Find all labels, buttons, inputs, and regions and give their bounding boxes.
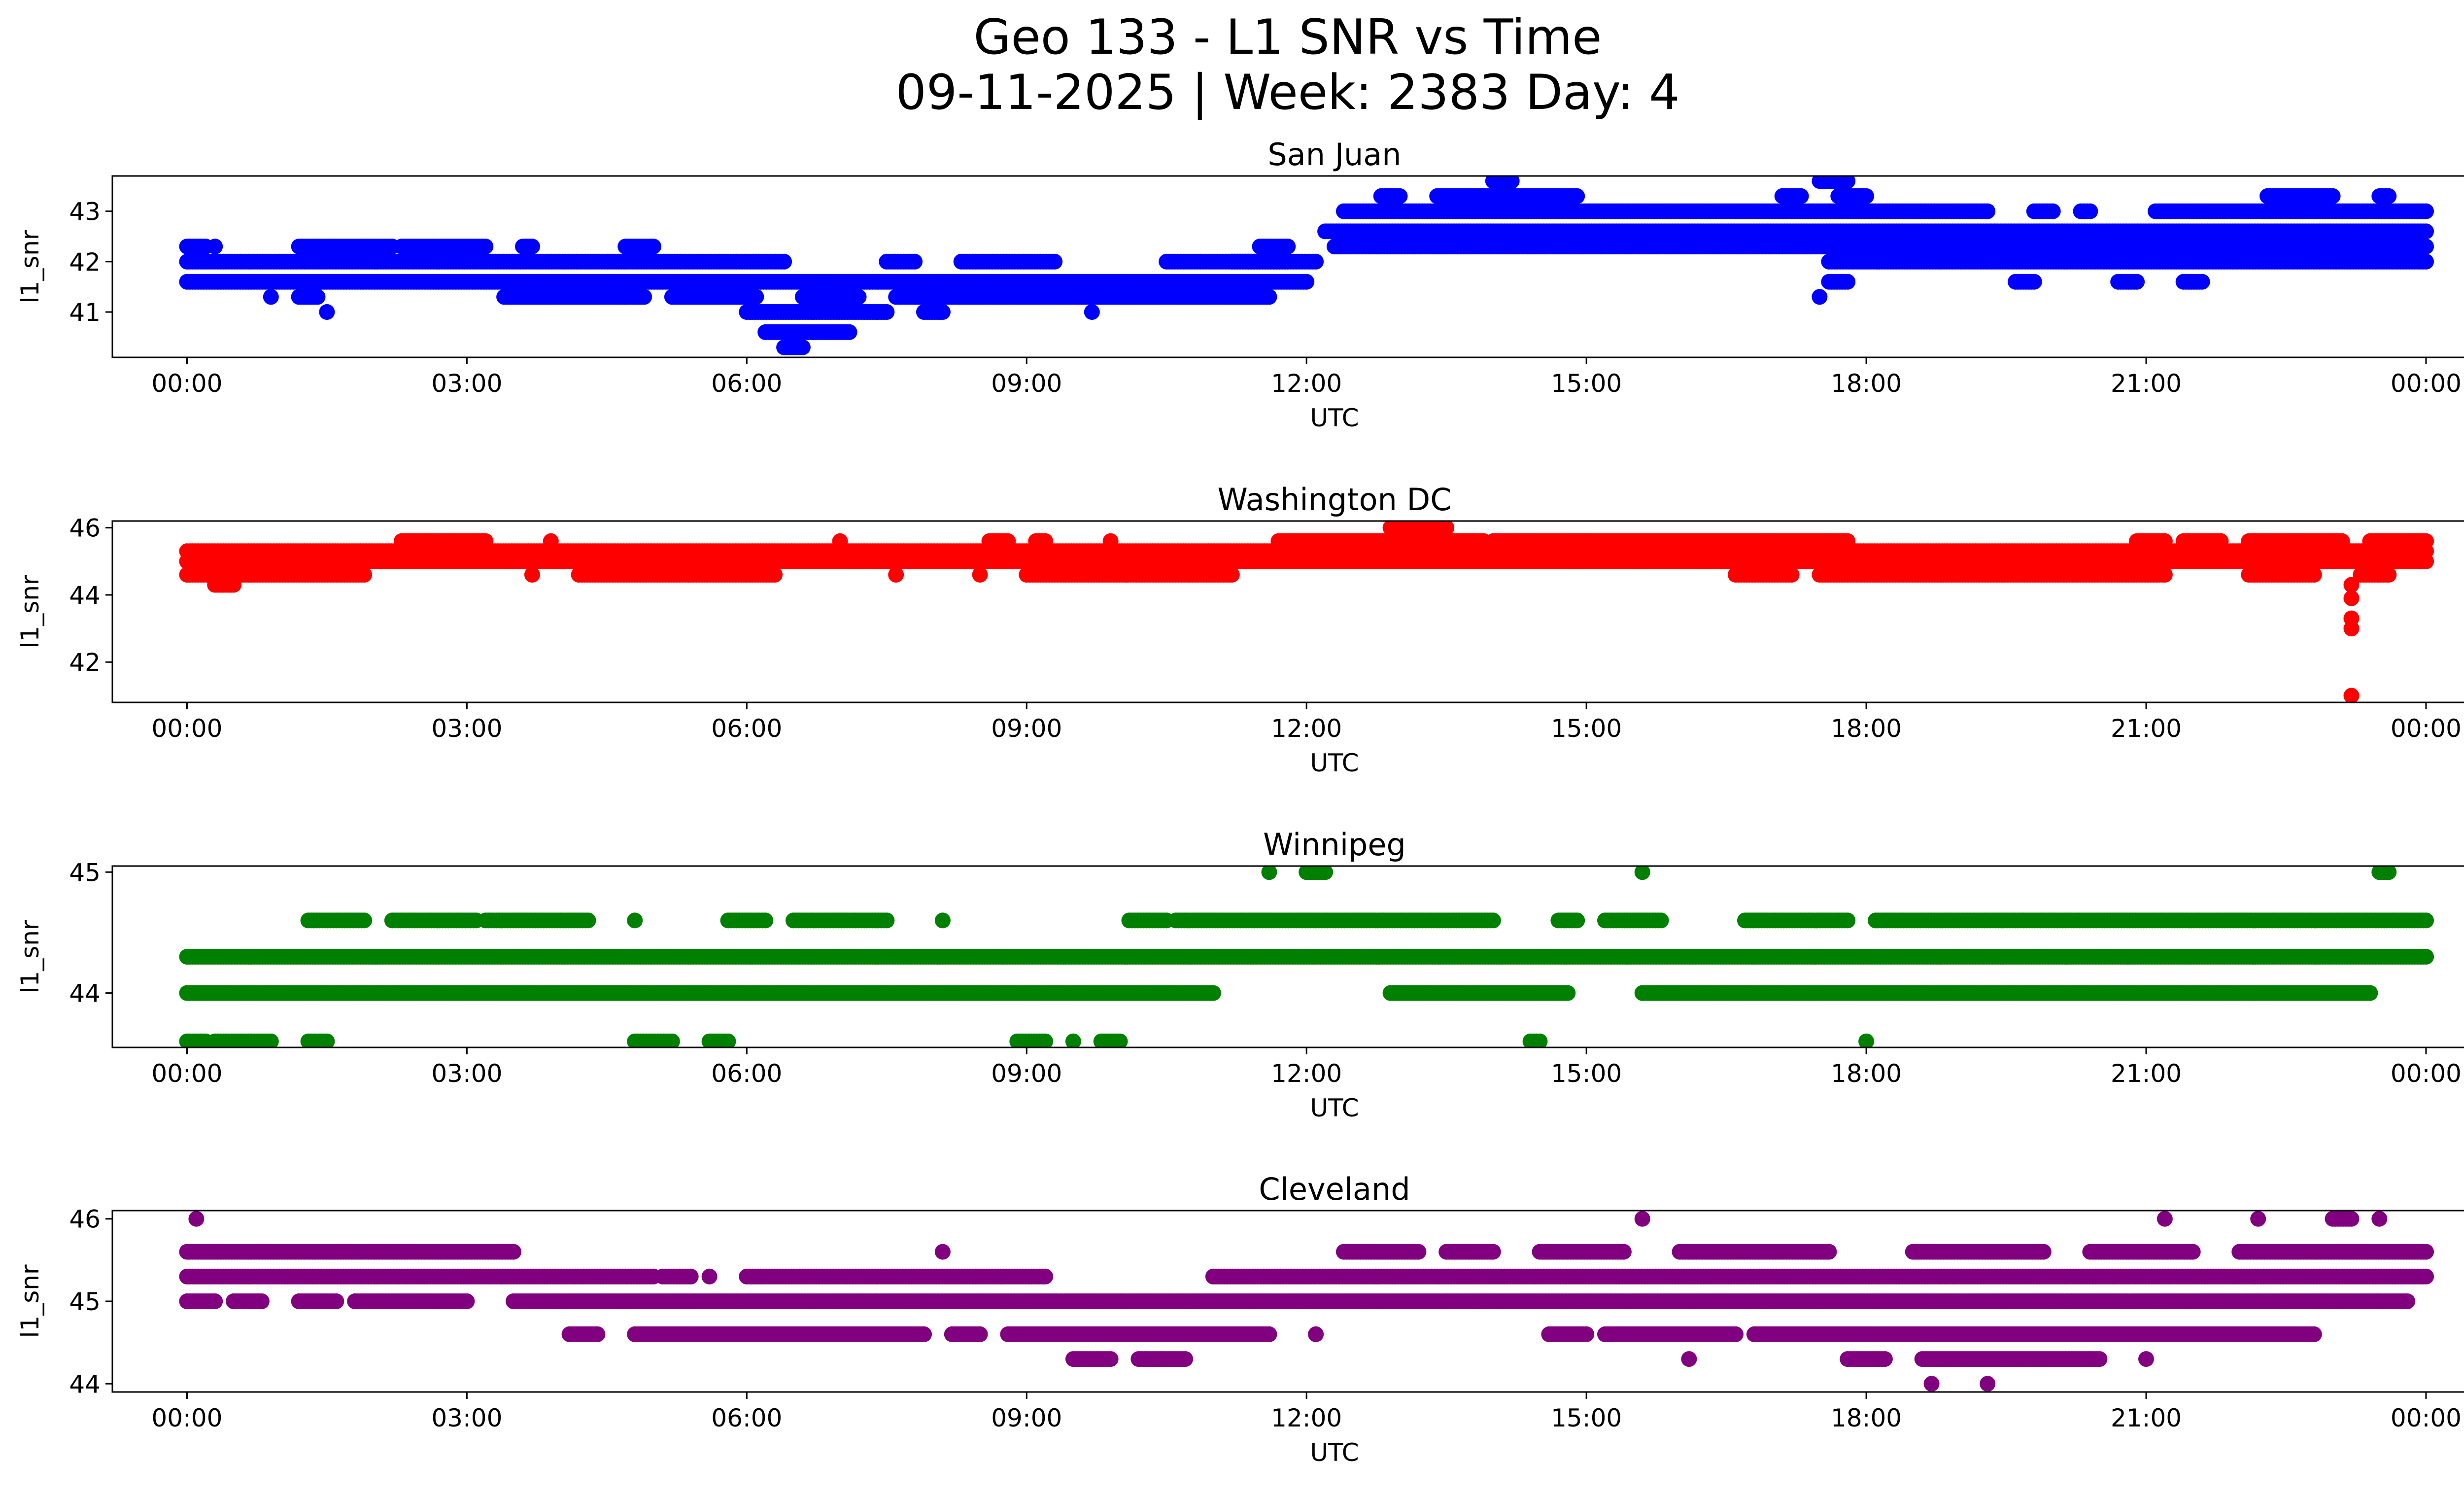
data-point [1392,188,1408,204]
data-point [2026,274,2042,290]
x-tick-label: 18:00 [1831,369,1902,398]
data-point [1224,567,1240,583]
figure-title: Geo 133 - L1 SNR vs Time 09-11-2025 | We… [0,10,2464,120]
data-point [888,567,904,583]
data-point [1084,304,1100,320]
y-tick-label: 42 [69,248,101,277]
data-point [478,239,494,255]
data-point [1504,176,1520,189]
data-point [384,239,400,255]
data-point [226,577,242,593]
data-point [2381,188,2397,204]
data-point [1299,274,1315,290]
x-tick-label: 00:00 [151,369,222,398]
data-point [748,289,764,305]
data-point [841,324,857,340]
data-point [2418,553,2434,569]
data-point [907,253,923,270]
data-point [1812,289,1828,305]
subplot-title: Washington DC [1217,482,1451,518]
subplot-san-juan: San Juan 00:00 03:00 06:00 09:00 12:00 15:00 18… [16,137,2464,432]
data-point [2129,274,2145,290]
data-point [2194,274,2210,290]
y-tick-label: 43 [69,198,101,226]
data-point [2418,203,2434,219]
x-axis-label: UTC [1310,404,1359,432]
axes-frame [111,175,2464,358]
data-point [543,533,559,549]
data-point [1980,203,1996,219]
data-point [2082,203,2098,219]
data-point [767,567,783,583]
data-point [776,253,792,270]
subplot-title: San Juan [1267,137,1401,173]
x-tick-label: 06:00 [711,369,782,398]
data-point [934,304,951,320]
x-tick-label: 12:00 [1271,369,1342,398]
data-point [1840,274,1856,290]
data-point [2325,188,2341,204]
data-point [832,533,848,549]
data-point [478,533,494,549]
data-point [2156,567,2173,583]
data-point [1047,253,1063,270]
data-point [879,304,895,320]
data-point [1037,533,1054,549]
x-tick-label: 00:00 [2391,369,2462,398]
y-axis-label: l1_snr [16,230,44,303]
data-point [646,239,661,255]
y-tick-label: 41 [69,298,101,327]
data-point [207,239,223,255]
data-point [2381,567,2397,583]
data-point [2418,253,2434,270]
data-point [1840,176,1856,189]
data-point [2306,567,2322,583]
data-point [2418,223,2434,240]
data-point [794,339,811,355]
data-point [2045,203,2061,219]
data-point [2418,239,2434,255]
data-point [1308,253,1324,270]
data-points [179,176,2434,355]
data-point [1000,533,1016,549]
data-point [524,239,540,255]
data-point [1840,533,1856,549]
x-tick-label: 09:00 [991,369,1062,398]
data-point [972,567,988,583]
data-point [1858,188,1875,204]
figure-title-line-2: 09-11-2025 | Week: 2383 Day: 4 [895,65,1680,121]
data-point [1793,188,1809,204]
x-tick-label: 03:00 [431,369,502,398]
x-tick-label: 15:00 [1551,369,1622,398]
data-point [263,289,279,305]
data-points [179,521,2434,702]
data-point [636,289,652,305]
data-point [356,567,373,583]
data-point [524,567,540,583]
data-point [319,304,335,320]
data-point [1569,188,1585,204]
x-tick-label: 21:00 [2111,369,2182,398]
data-point [2213,533,2229,549]
data-point [1102,533,1119,549]
data-point [2156,533,2173,549]
data-point [1261,289,1277,305]
data-point [1783,567,1800,583]
figure-title-line-1: Geo 133 - L1 SNR vs Time [973,9,1602,66]
data-point [1280,239,1296,255]
data-point [851,289,867,305]
data-point [309,289,326,305]
